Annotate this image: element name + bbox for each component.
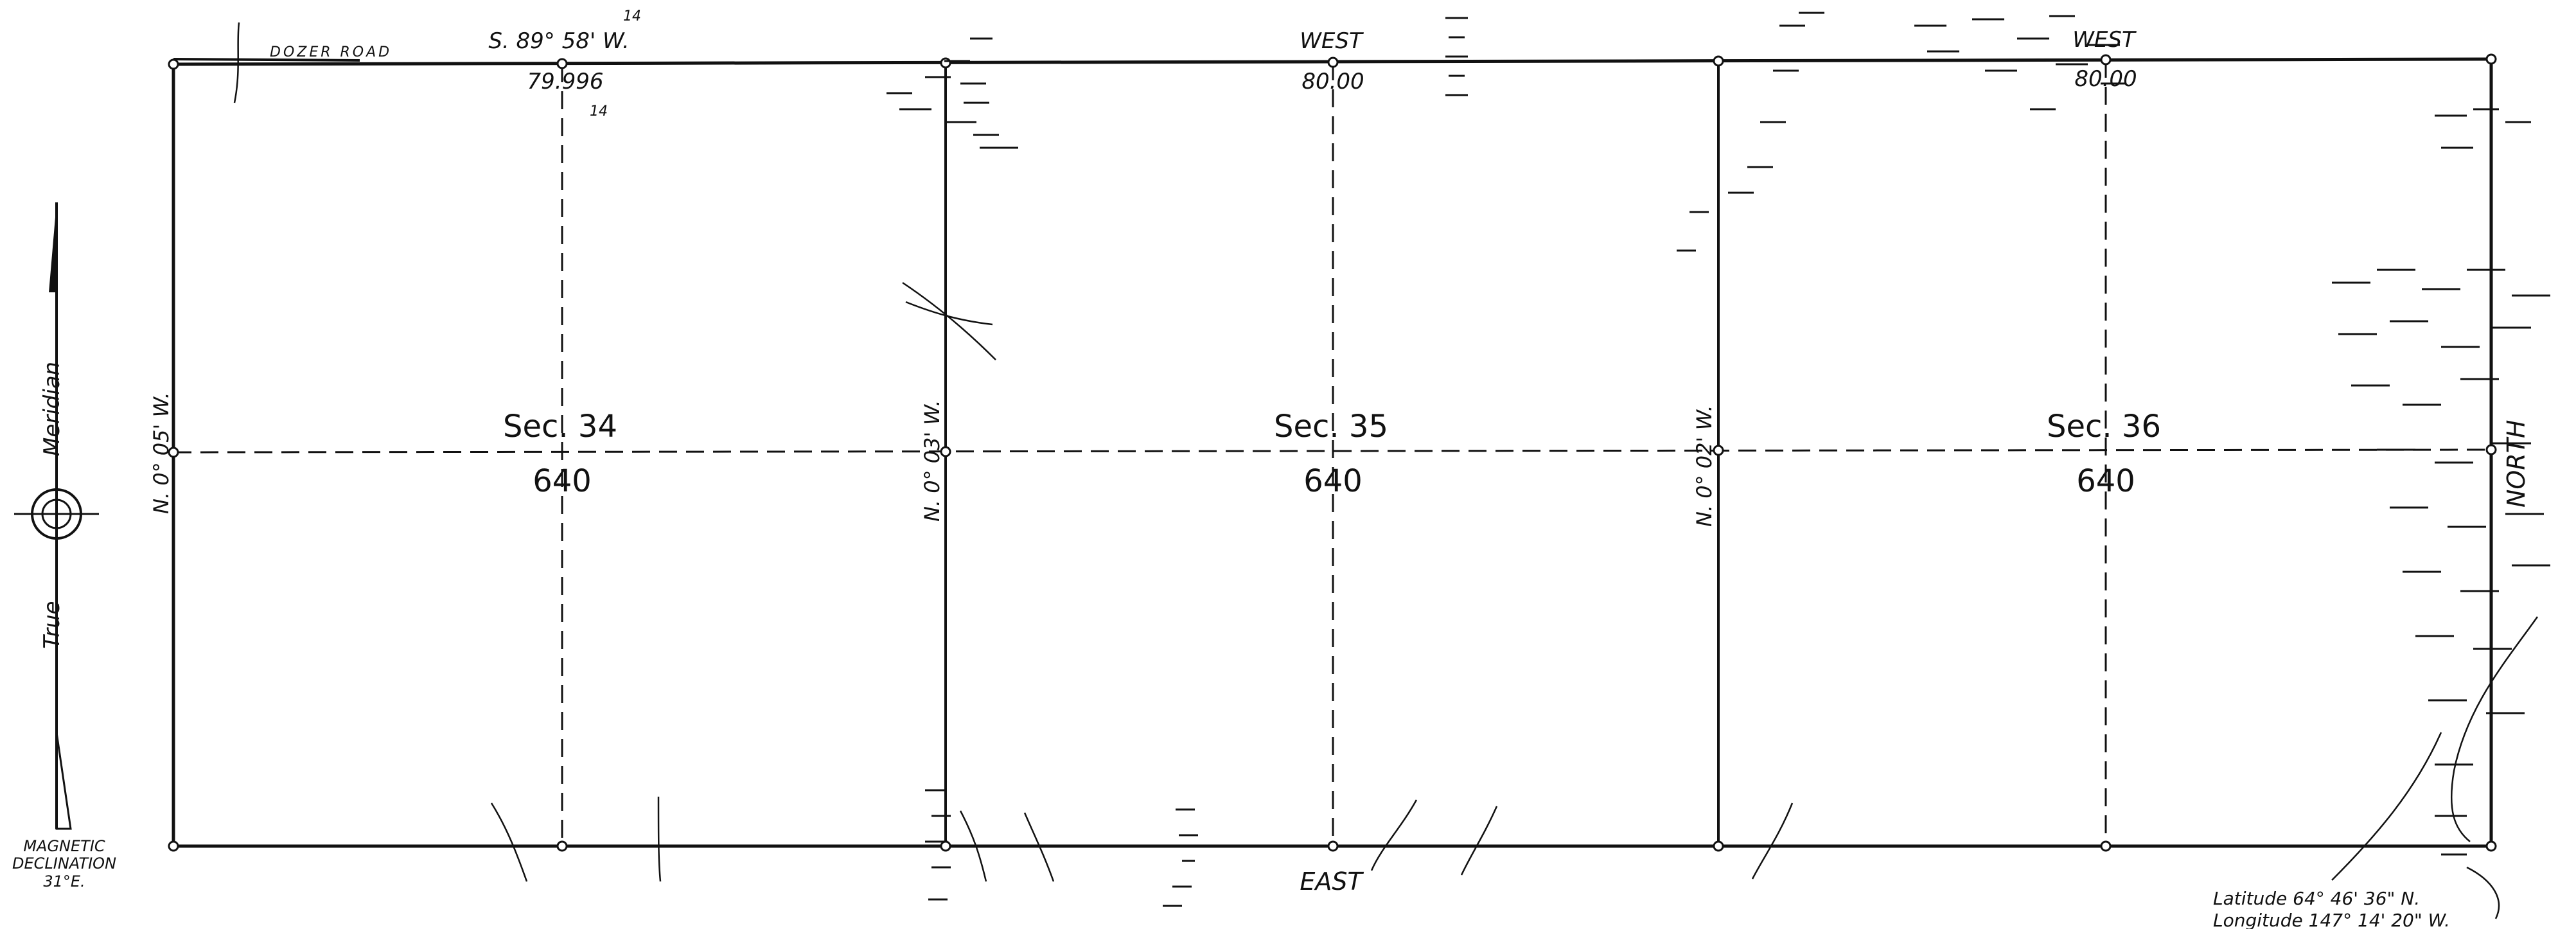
- svg-text:Longitude 147° 14' 20" W.: Longitude 147° 14' 20" W.: [2213, 910, 2450, 929]
- coordinates-note: Latitude 64° 46' 36" N. Longitude 147° 1…: [2213, 888, 2450, 929]
- east-bearing-label: NORTH: [2502, 420, 2530, 508]
- svg-text:31°E.: 31°E.: [43, 872, 85, 890]
- svg-text:WEST: WEST: [1300, 28, 1364, 54]
- west-bearing-labels: N. 0° 05' W. N. 0° 03' W. N. 0° 02' W.: [149, 392, 1716, 527]
- dozer-road-label: DOZER ROAD: [270, 44, 392, 60]
- section-34-label: Sec. 34 640: [503, 409, 617, 499]
- marsh-cluster-nw-sec36: [1677, 12, 2126, 252]
- svg-text:640: 640: [1303, 463, 1363, 499]
- section-35-label: Sec. 35 640: [1274, 409, 1388, 499]
- section-36-label: Sec. 36 640: [2047, 409, 2161, 499]
- drainage-lines: [233, 22, 2539, 919]
- svg-text:N. 0° 03' W.: N. 0° 03' W.: [920, 400, 944, 522]
- marsh-cluster-upper-center: [887, 37, 1018, 149]
- meridian-word: Meridian: [39, 362, 65, 456]
- svg-text:WEST: WEST: [2072, 27, 2137, 53]
- meridian-arrow: Meridian True: [14, 202, 99, 830]
- true-word: True: [39, 601, 65, 649]
- marsh-cluster-north-sec35: [1445, 17, 1468, 96]
- svg-text:MAGNETIC: MAGNETIC: [23, 837, 105, 855]
- section-lines: [172, 57, 2493, 848]
- svg-text:N. 0° 02' W.: N. 0° 02' W.: [1692, 405, 1716, 527]
- svg-text:14: 14: [623, 8, 641, 24]
- marsh-cluster-east: [2332, 108, 2550, 856]
- marsh-cluster-south: [925, 789, 1198, 907]
- svg-text:N. 0° 05' W.: N. 0° 05' W.: [149, 392, 173, 514]
- marsh-symbols: [887, 12, 2550, 907]
- magnetic-declination-note: MAGNETIC DECLINATION 31°E.: [12, 837, 116, 890]
- svg-text:640: 640: [533, 463, 592, 499]
- svg-text:Sec. 34: Sec. 34: [503, 409, 617, 445]
- svg-text:80.00: 80.00: [1301, 69, 1364, 94]
- svg-text:Latitude 64° 46' 36" N.: Latitude 64° 46' 36" N.: [2213, 888, 2420, 909]
- svg-text:DECLINATION: DECLINATION: [12, 854, 116, 872]
- svg-text:79.996: 79.996: [527, 69, 604, 94]
- svg-text:640: 640: [2076, 463, 2135, 499]
- svg-text:14: 14: [590, 103, 608, 119]
- south-boundary-label: EAST: [1300, 867, 1364, 896]
- svg-text:80.00: 80.00: [2074, 66, 2137, 92]
- north-boundary-labels: DOZER ROAD S. 89° 58' W. 79.996 14 14 WE…: [270, 8, 2137, 119]
- svg-text:S. 89° 58' W.: S. 89° 58' W.: [488, 28, 629, 54]
- svg-text:Sec. 35: Sec. 35: [1274, 409, 1388, 445]
- corner-markers: [168, 53, 2497, 852]
- svg-text:Sec. 36: Sec. 36: [2047, 409, 2161, 445]
